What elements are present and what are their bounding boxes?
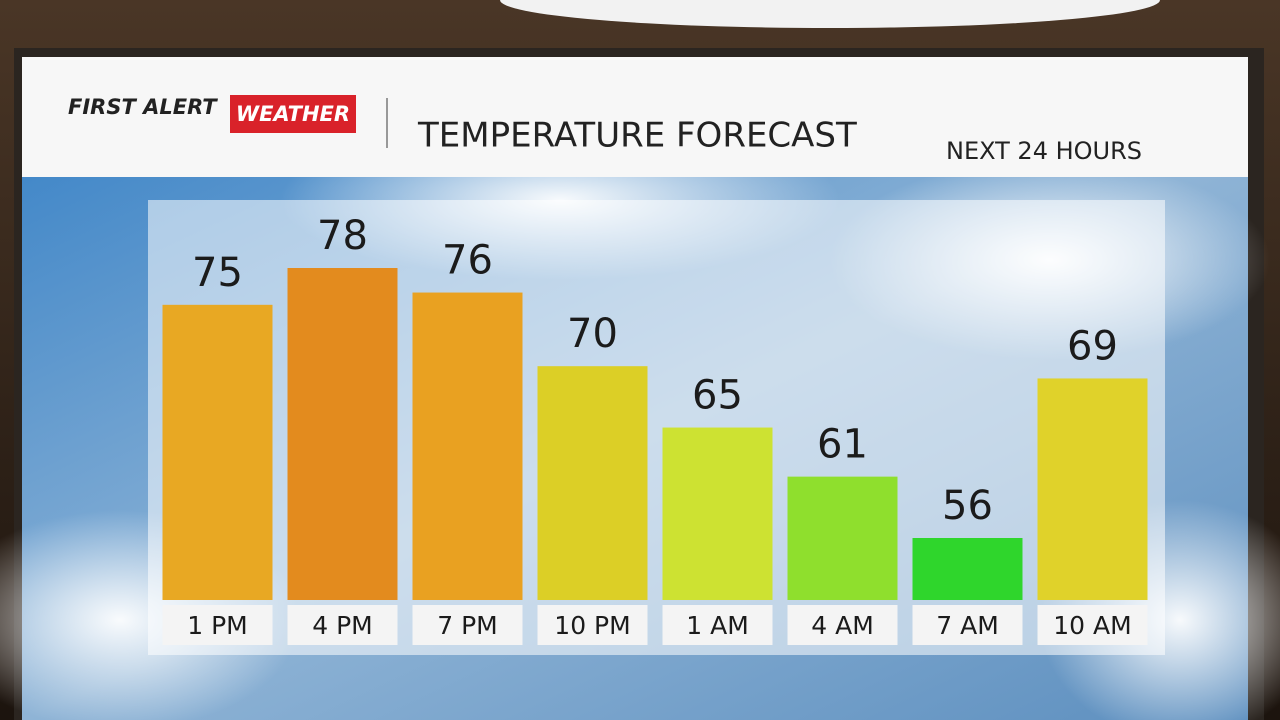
bar: [912, 538, 1023, 600]
value-label: 69: [1067, 323, 1118, 369]
bar: [662, 427, 773, 600]
value-label: 75: [192, 250, 243, 296]
category-box: [412, 605, 523, 645]
x-tick-label: 4 PM: [312, 611, 373, 640]
plot: 1 PM 75 4 PM 78 7 PM 76 10 PM 70 1 AM 65 4 AM 61 7 A…: [162, 213, 1148, 645]
category-box: [1037, 605, 1148, 645]
x-tick-label: 7 PM: [437, 611, 498, 640]
x-tick-label: 4 AM: [811, 611, 874, 640]
value-label: 61: [817, 422, 868, 468]
bar: [1037, 378, 1148, 600]
header-bar: [22, 57, 1248, 177]
bar: [537, 366, 648, 600]
brand-highlight: WEATHER: [236, 102, 350, 126]
category-box: [787, 605, 898, 645]
category-box: [912, 605, 1023, 645]
chart-subtitle: NEXT 24 HOURS: [946, 137, 1142, 165]
chart-title: TEMPERATURE FORECAST: [417, 116, 857, 156]
bar: [412, 292, 523, 600]
x-tick-label: 7 AM: [936, 611, 999, 640]
value-label: 56: [942, 483, 993, 529]
value-label: 65: [692, 373, 743, 419]
category-box: [537, 605, 648, 645]
bar: [162, 304, 273, 600]
x-tick-label: 1 PM: [187, 611, 248, 640]
x-tick-label: 10 PM: [554, 611, 630, 640]
category-box: [662, 605, 773, 645]
value-label: 76: [442, 238, 493, 284]
category-box: [287, 605, 398, 645]
value-label: 78: [317, 213, 368, 259]
brand-box: [230, 95, 356, 133]
brand: FIRST ALERT: [68, 95, 218, 119]
bar: [287, 268, 398, 600]
bar: [787, 476, 898, 600]
x-tick-label: 1 AM: [686, 611, 749, 640]
category-box: [162, 605, 273, 645]
ceiling-light: [500, 0, 1160, 28]
x-tick-label: 10 AM: [1053, 611, 1131, 640]
value-label: 70: [567, 311, 618, 357]
